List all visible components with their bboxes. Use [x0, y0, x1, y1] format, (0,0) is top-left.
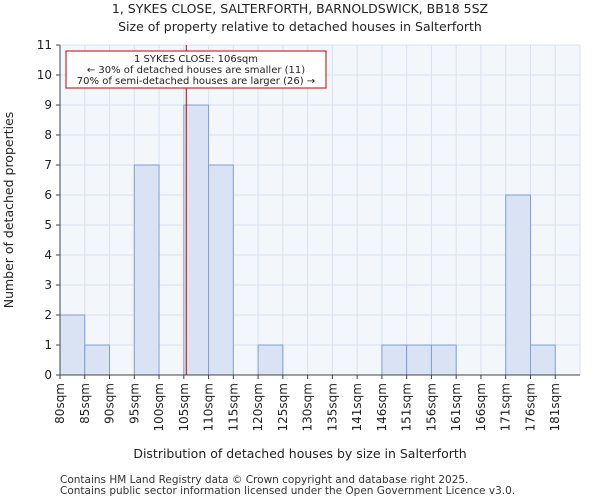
x-axis-label: Distribution of detached houses by size …: [133, 446, 466, 461]
annotation-line-1: 1 SYKES CLOSE: 106sqm: [134, 54, 258, 65]
x-tick-label: 85sqm: [78, 383, 92, 424]
bars: [59, 104, 556, 376]
x-tick-labels: 80sqm 85sqm 90sqm 95sqm 100sqm 105sqm 110sqm 11…: [53, 383, 562, 431]
bar-85sqm: [84, 344, 111, 376]
x-tick-label: 125sqm: [276, 383, 290, 431]
bar-146sqm: [381, 344, 408, 376]
x-tick-label: 135sqm: [325, 383, 339, 431]
chart-title: 1, SYKES CLOSE, SALTERFORTH, BARNOLDSWIC…: [112, 1, 488, 16]
bar-151sqm: [406, 344, 432, 376]
y-tick-labels: 0 1 2 3 4 5 6 7 8 9 10 11: [37, 38, 52, 382]
y-tick-label: 10: [37, 68, 52, 82]
x-tick-label: 120sqm: [251, 383, 265, 431]
bar-105sqm: [183, 104, 210, 376]
axes: [56, 44, 580, 379]
x-tick-label: 166sqm: [474, 383, 488, 431]
x-tick-label: 90sqm: [103, 383, 117, 424]
y-axis-label: Number of detached properties: [1, 112, 16, 309]
y-tick-label: 3: [44, 278, 52, 292]
y-tick-label: 1: [44, 338, 52, 352]
y-tick-label: 5: [44, 218, 52, 232]
x-tick-label: 80sqm: [53, 383, 67, 424]
x-tick-label: 100sqm: [152, 383, 166, 431]
x-tick-label: 105sqm: [177, 383, 191, 431]
footer-line-2: Contains public sector information licen…: [60, 485, 515, 497]
x-tick-label: 151sqm: [400, 383, 414, 431]
x-tick-label: 156sqm: [424, 383, 438, 431]
x-tick-label: 161sqm: [449, 383, 463, 431]
y-tick-label: 11: [37, 38, 52, 52]
x-tick-label: 141sqm: [350, 383, 364, 431]
bar-95sqm: [133, 164, 160, 376]
annotation-border: [65, 50, 327, 89]
x-tick-label: 181sqm: [548, 383, 562, 431]
y-tick-label: 6: [44, 188, 52, 202]
bar-110sqm: [208, 164, 234, 376]
x-tick-label: 95sqm: [127, 383, 141, 424]
y-tick-label: 2: [44, 308, 52, 322]
annotation-line-3: 70% of semi-detached houses are larger (…: [77, 76, 315, 87]
x-tick-label: 146sqm: [375, 383, 389, 431]
x-tick-label: 130sqm: [301, 383, 315, 431]
bar-176sqm: [529, 344, 556, 376]
annotation-box: 1 SYKES CLOSE: 106sqm ← 30% of detached …: [65, 50, 327, 89]
annotation-line-2: ← 30% of detached houses are smaller (11…: [87, 65, 305, 76]
x-tick-label: 171sqm: [499, 383, 513, 431]
bar-156sqm: [430, 344, 457, 376]
chart-subtitle: Size of property relative to detached ho…: [118, 19, 482, 34]
y-tick-label: 8: [44, 128, 52, 142]
y-tick-label: 9: [44, 98, 52, 112]
y-tick-label: 7: [44, 158, 52, 172]
bar-171sqm: [505, 194, 531, 376]
y-tick-label: 0: [44, 368, 52, 382]
x-tick-label: 110sqm: [202, 383, 216, 431]
x-tick-label: 115sqm: [226, 383, 240, 431]
bar-80sqm: [59, 314, 86, 376]
footer-line-1: Contains HM Land Registry data © Crown c…: [60, 474, 468, 486]
x-tick-label: 176sqm: [523, 383, 537, 431]
bar-120sqm: [257, 344, 284, 376]
y-tick-label: 4: [44, 248, 52, 262]
